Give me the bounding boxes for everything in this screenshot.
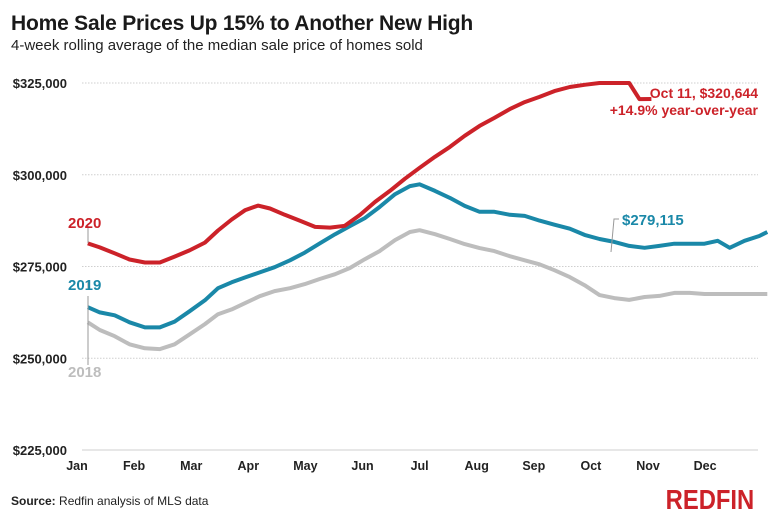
x-tick-label: Aug — [465, 459, 489, 473]
annotation-2019-leader — [610, 218, 619, 253]
y-tick-label: $225,000 — [13, 443, 67, 458]
y-tick-label: $325,000 — [13, 76, 67, 91]
x-tick-label: Oct — [580, 459, 602, 473]
annotation-2019-value: $279,115 — [622, 212, 684, 229]
annotation-2020-yoy: +14.9% year-over-year — [610, 102, 759, 118]
y-tick-label: $250,000 — [13, 351, 67, 366]
chart-subtitle: 4-week rolling average of the median sal… — [11, 37, 423, 54]
series-label-2019: 2019 — [68, 277, 101, 294]
x-tick-label: Jan — [66, 459, 88, 473]
source-note: Source: Redfin analysis of MLS data — [11, 494, 208, 508]
x-tick-label: Jul — [411, 459, 429, 473]
source-text: Redfin analysis of MLS data — [55, 494, 209, 508]
series-label-2018: 2018 — [68, 364, 101, 381]
series-line-2019 — [87, 182, 768, 330]
chart-title: Home Sale Prices Up 15% to Another New H… — [11, 12, 474, 35]
source-label: Source: — [11, 494, 56, 508]
y-tick-label: $275,000 — [13, 260, 67, 275]
series-line-2018 — [86, 228, 768, 352]
series-label-2020: 2020 — [68, 215, 101, 232]
x-tick-label: Jun — [351, 459, 373, 473]
x-tick-label: Dec — [694, 459, 717, 473]
x-tick-label: May — [293, 459, 317, 473]
y-tick-label: $300,000 — [13, 168, 67, 183]
annotation-2020-value: Oct 11, $320,644 — [650, 85, 758, 101]
x-tick-label: Nov — [636, 459, 660, 473]
x-tick-label: Mar — [180, 459, 202, 473]
x-tick-label: Sep — [522, 459, 545, 473]
x-tick-label: Apr — [238, 459, 260, 473]
series-line-2020 — [87, 81, 652, 265]
x-tick-label: Feb — [123, 459, 146, 473]
redfin-logo: REDFIN — [665, 484, 754, 515]
